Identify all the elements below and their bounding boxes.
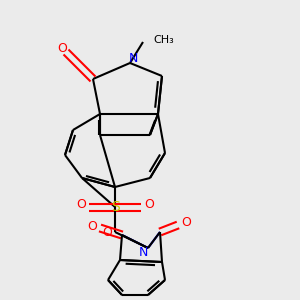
Text: O: O: [57, 43, 67, 56]
Text: O: O: [144, 199, 154, 212]
Text: O: O: [102, 226, 112, 238]
Text: S: S: [111, 200, 119, 214]
Text: CH₃: CH₃: [153, 35, 174, 45]
Text: O: O: [76, 199, 86, 212]
Text: N: N: [138, 245, 148, 259]
Text: N: N: [128, 52, 138, 65]
Text: O: O: [87, 220, 97, 232]
Text: O: O: [181, 217, 191, 230]
